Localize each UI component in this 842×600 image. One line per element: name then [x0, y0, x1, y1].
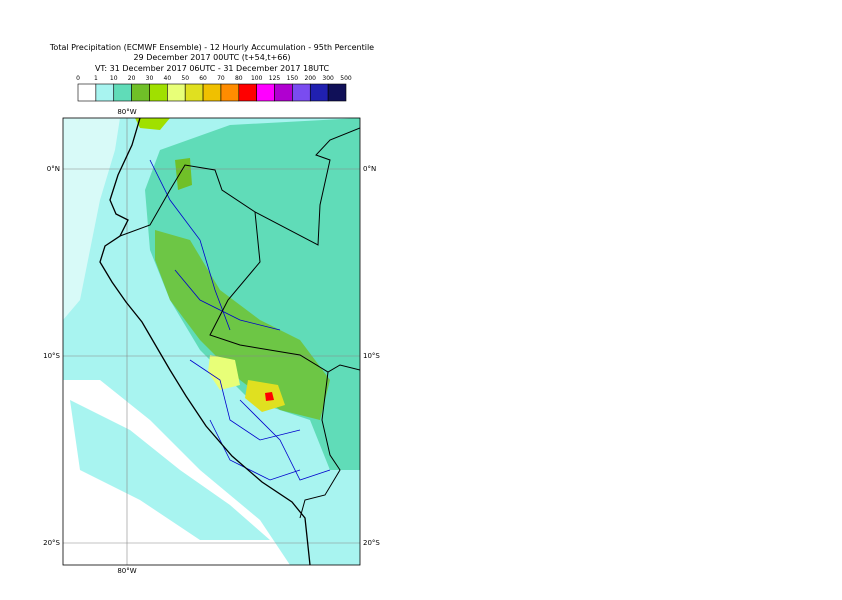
precip-patch [208, 355, 240, 390]
colorbar-label: 300 [322, 75, 334, 82]
colorbar-swatch [113, 83, 132, 102]
colorbar-swatch [309, 83, 329, 102]
lat-label: 0°N [47, 165, 60, 173]
colorbar-swatch [327, 83, 347, 102]
lon-label: 80°W [117, 108, 136, 116]
colorbar-swatch [220, 83, 240, 102]
precip-patch [265, 392, 274, 401]
colorbar-label: 30 [146, 75, 154, 82]
precip-patch [70, 400, 270, 540]
colorbar-swatch [167, 83, 186, 102]
lat-label: 0°N [363, 165, 376, 173]
colorbar-label: 10 [110, 75, 118, 82]
colorbar-swatch [149, 83, 168, 102]
country-border [119, 127, 360, 519]
lat-label: 20°S [43, 539, 60, 547]
colorbar-label: 500 [340, 75, 352, 82]
map-frame [62, 117, 361, 566]
coastline [99, 118, 311, 565]
colorbar-label: 125 [269, 75, 281, 82]
precip-patch [135, 118, 170, 130]
colorbar-label: 0 [76, 75, 80, 82]
title-line: VT: 31 December 2017 06UTC - 31 December… [95, 64, 329, 73]
colorbar-swatch [202, 83, 222, 102]
precip-patch [155, 230, 330, 420]
map [63, 118, 360, 565]
lon-label: 80°W [117, 567, 136, 575]
admin-border [149, 159, 331, 481]
colorbar-swatch [238, 83, 257, 102]
lat-label: 10°S [363, 352, 380, 360]
colorbar-swatch [131, 83, 150, 102]
colorbar-label: 1 [94, 75, 98, 82]
colorbar-swatch [256, 83, 275, 102]
colorbar-swatch [77, 83, 97, 102]
colorbar-label: 100 [251, 75, 263, 82]
colorbar-swatch [292, 83, 311, 102]
colorbar-label: 70 [217, 75, 225, 82]
lat-label: 20°S [363, 539, 380, 547]
colorbar-label: 200 [305, 75, 317, 82]
colorbar-label: 40 [164, 75, 172, 82]
colorbar-swatch [184, 83, 204, 102]
colorbar-swatch [274, 83, 293, 102]
colorbar-label: 60 [199, 75, 207, 82]
lat-label: 10°S [43, 352, 60, 360]
precip-patch [245, 380, 285, 412]
colorbar-label: 50 [181, 75, 189, 82]
dry-area [63, 118, 120, 320]
colorbar-label: 20 [128, 75, 136, 82]
title-line: 29 December 2017 00UTC (t+54,t+66) [133, 53, 290, 62]
title-line: Total Precipitation (ECMWF Ensemble) - 1… [49, 43, 374, 52]
colorbar: 0 1 10 20 30 40 50 60 70 80 100 125 150 200 300 500 [76, 75, 352, 102]
colorbar-label: 150 [287, 75, 299, 82]
colorbar-label: 80 [235, 75, 243, 82]
colorbar-swatch [95, 83, 115, 102]
precip-patch [175, 158, 192, 190]
